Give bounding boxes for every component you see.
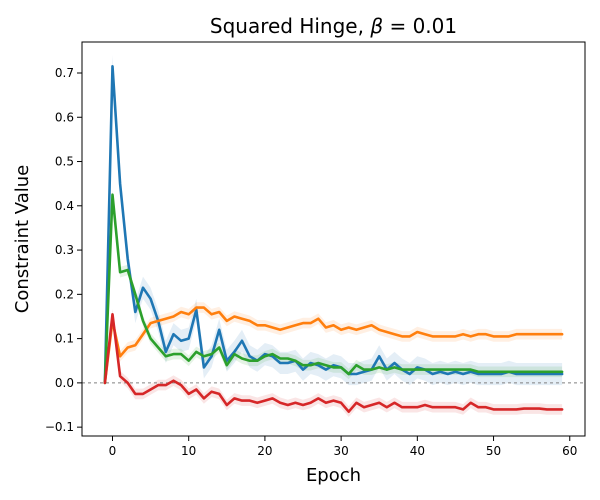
series-band-red [104,308,563,417]
x-tick-label: 10 [181,444,196,458]
plot-frame [81,41,586,437]
y-tick-label: 0.0 [55,376,74,390]
y-tick-label: 0.6 [55,110,74,124]
x-axis-label: Epoch [306,465,361,486]
y-tick-label: −0.1 [45,420,74,434]
chart-title-rest: = 0.01 [383,14,457,38]
y-axis-label: Constraint Value [12,165,33,313]
y-tick-label: 0.4 [55,199,74,213]
y-tick-label: 0.7 [55,66,74,80]
x-tick-label: 40 [410,444,425,458]
series-line-green [103,193,564,385]
series-line-red [103,312,564,414]
y-axis-ticks: −0.1 0.0 0.1 0.2 0.3 0.4 0.5 0.6 0.7 [45,66,82,434]
y-tick-label: 0.3 [55,243,74,257]
series-line-blue [103,65,564,385]
series-lines [103,65,564,414]
y-tick-label: 0.2 [55,287,74,301]
x-axis-ticks: 0 10 20 30 40 50 60 [109,436,577,458]
chart-title-main: Squared Hinge, [210,14,370,38]
y-tick-label: 0.5 [55,155,74,169]
x-tick-label: 0 [109,444,117,458]
x-tick-label: 50 [486,444,501,458]
series-line-orange [103,306,564,385]
x-tick-label: 30 [333,444,348,458]
x-tick-label: 20 [257,444,272,458]
x-tick-label: 60 [562,444,577,458]
chart-title-symbol: β [369,14,383,38]
confidence-bands [104,55,563,417]
y-tick-label: 0.1 [55,332,74,346]
chart-title: Squared Hinge, β = 0.01 [210,14,457,38]
